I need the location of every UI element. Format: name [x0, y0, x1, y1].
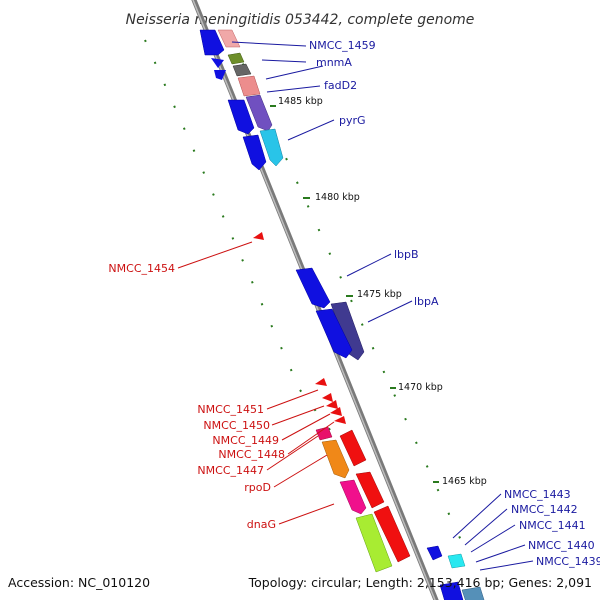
- gene-arrow[interactable]: [355, 513, 393, 573]
- gene-label-nmcc-1443[interactable]: NMCC_1443: [504, 488, 571, 501]
- gene-label-nmcc-1450[interactable]: NMCC_1450: [203, 419, 270, 432]
- gene-arrow[interactable]: [447, 553, 466, 569]
- gene-arrow[interactable]: [232, 63, 252, 77]
- accession-text: Accession: NC_010120: [8, 575, 150, 590]
- gene-label-lbpa[interactable]: lbpA: [414, 295, 439, 308]
- reverse-genes: [253, 232, 411, 573]
- gene-arrow[interactable]: [355, 471, 385, 509]
- gene-arrow[interactable]: [214, 70, 226, 80]
- gene-label-mnma[interactable]: mnmA: [316, 56, 352, 69]
- gene-label-nmcc-1459[interactable]: NMCC_1459: [309, 39, 376, 52]
- reverse-labels: [177, 241, 335, 525]
- gene-arrow[interactable]: [339, 429, 367, 467]
- gene-arrow[interactable]: [237, 75, 261, 97]
- kbp-tick-label: 1465 kbp: [442, 476, 487, 487]
- gene-label-nmcc-1449[interactable]: NMCC_1449: [212, 434, 279, 447]
- gene-arrow[interactable]: [199, 29, 225, 56]
- gene-arrow[interactable]: [242, 134, 267, 171]
- gene-arrow[interactable]: [330, 407, 342, 416]
- forward-labels: [231, 41, 534, 571]
- gene-arrow[interactable]: [227, 52, 245, 65]
- gene-arrow[interactable]: [315, 426, 333, 441]
- gene-arrow[interactable]: [373, 505, 411, 563]
- forward-label-texts: NMCC_1459 mnmA fadD2 pyrG lbpB lbpA NMCC…: [309, 39, 600, 568]
- kbp-tick-label: 1470 kbp: [398, 382, 443, 393]
- gene-label-dnag[interactable]: dnaG: [247, 518, 276, 531]
- gene-label-pyrg[interactable]: pyrG: [339, 114, 366, 127]
- gene-label-nmcc-1447[interactable]: NMCC_1447: [197, 464, 264, 477]
- forward-genes-inner: [211, 58, 353, 359]
- gene-label-rpod[interactable]: rpoD: [244, 481, 271, 494]
- gene-arrow[interactable]: [439, 581, 464, 600]
- gene-arrow[interactable]: [321, 439, 350, 479]
- gene-arrow[interactable]: [227, 99, 255, 135]
- gene-arrow[interactable]: [295, 267, 331, 309]
- gene-label-fadd2[interactable]: fadD2: [324, 79, 357, 92]
- kbp-tick-label: 1480 kbp: [315, 192, 360, 203]
- gene-label-nmcc-1440[interactable]: NMCC_1440: [528, 539, 595, 552]
- gene-arrow[interactable]: [245, 94, 273, 132]
- tick-track-left: [144, 39, 331, 431]
- gene-arrow[interactable]: [339, 479, 367, 515]
- kbp-tick-label: 1485 kbp: [278, 96, 323, 107]
- gene-arrow[interactable]: [322, 393, 333, 402]
- gene-label-nmcc-1441[interactable]: NMCC_1441: [519, 519, 586, 532]
- gene-arrow[interactable]: [217, 29, 241, 48]
- gene-label-lbpb[interactable]: lbpB: [394, 248, 419, 261]
- gene-arrow[interactable]: [259, 128, 284, 167]
- gene-arrow[interactable]: [426, 545, 443, 561]
- gene-label-nmcc-1442[interactable]: NMCC_1442: [511, 503, 578, 516]
- gene-arrow[interactable]: [315, 378, 327, 386]
- gene-arrow[interactable]: [326, 400, 338, 409]
- gene-arrow[interactable]: [461, 586, 485, 600]
- gene-label-nmcc-1448[interactable]: NMCC_1448: [218, 448, 285, 461]
- kbp-tick-label: 1475 kbp: [357, 289, 402, 300]
- gene-label-nmcc-1439[interactable]: NMCC_1439: [536, 555, 600, 568]
- gene-arrow[interactable]: [315, 308, 353, 359]
- gene-arrow[interactable]: [211, 58, 224, 68]
- gene-arrow[interactable]: [253, 232, 264, 240]
- map-title: Neisseria meningitidis 053442, complete …: [126, 12, 475, 28]
- kbp-ticks: 1485 kbp 1480 kbp 1475 kbp 1470 kbp 1465…: [270, 96, 487, 487]
- gene-label-nmcc-1451[interactable]: NMCC_1451: [197, 403, 264, 416]
- gene-label-nmcc-1454[interactable]: NMCC_1454: [108, 262, 175, 275]
- reverse-label-texts: NMCC_1454 NMCC_1451 NMCC_1450 NMCC_1449 …: [108, 262, 285, 531]
- gene-arrow[interactable]: [334, 416, 346, 424]
- topology-text: Topology: circular; Length: 2,153,416 bp…: [248, 575, 592, 590]
